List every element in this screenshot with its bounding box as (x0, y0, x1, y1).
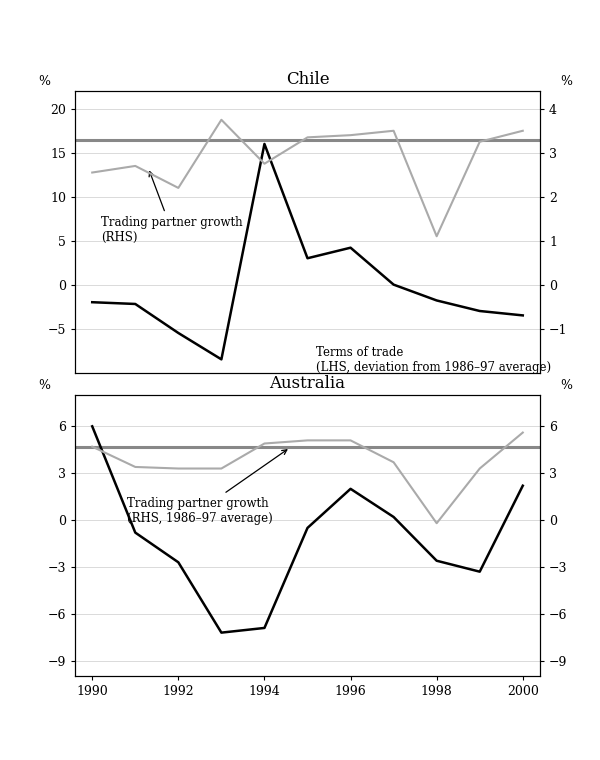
Text: Trading partner growth
(RHS): Trading partner growth (RHS) (101, 172, 242, 244)
Text: %: % (560, 75, 572, 88)
Text: %: % (38, 75, 50, 88)
Title: Chile: Chile (286, 71, 329, 88)
Text: Terms of trade
(LHS, deviation from 1986–97 average): Terms of trade (LHS, deviation from 1986… (316, 346, 551, 374)
Text: %: % (38, 379, 50, 392)
Text: %: % (560, 379, 572, 392)
Text: Trading partner growth
(RHS, 1986–97 average): Trading partner growth (RHS, 1986–97 ave… (127, 450, 287, 524)
Title: Australia: Australia (269, 375, 346, 392)
